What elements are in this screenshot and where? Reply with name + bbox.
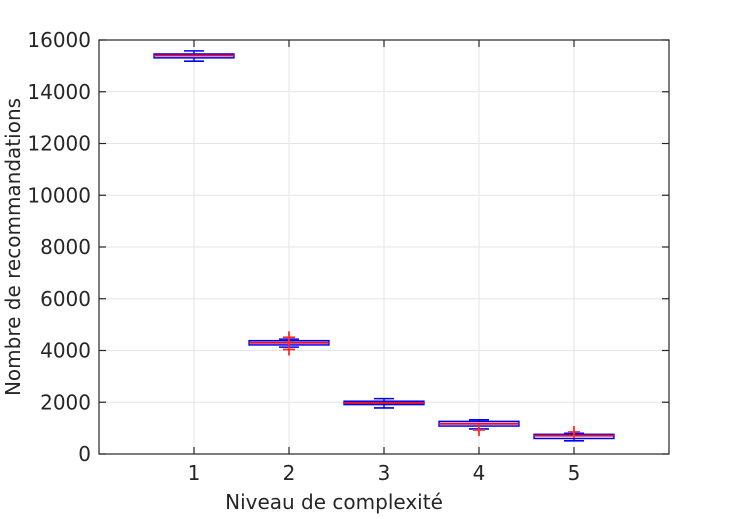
x-tick-label: 5 <box>568 461 581 485</box>
y-tick-label: 4000 <box>40 339 91 363</box>
y-tick-label: 12000 <box>27 132 91 156</box>
x-tick-label: 3 <box>378 461 391 485</box>
x-axis-label: Niveau de complexité <box>225 490 443 514</box>
y-tick-label: 0 <box>78 442 91 466</box>
y-tick-label: 8000 <box>40 235 91 259</box>
y-axis-label: Nombre de recommandations <box>1 97 25 397</box>
x-tick-label: 4 <box>473 461 486 485</box>
y-tick-label: 16000 <box>27 28 91 52</box>
y-tick-label: 10000 <box>27 183 91 207</box>
x-tick-label: 2 <box>283 461 296 485</box>
y-tick-label: 14000 <box>27 80 91 104</box>
x-tick-label: 1 <box>188 461 201 485</box>
y-tick-label: 6000 <box>40 287 91 311</box>
y-tick-label: 2000 <box>40 390 91 414</box>
